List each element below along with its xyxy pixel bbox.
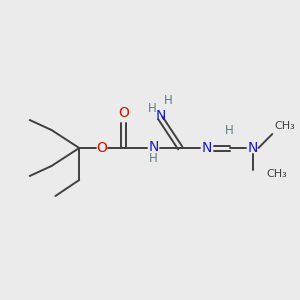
- Text: H: H: [164, 94, 173, 106]
- Text: O: O: [118, 106, 129, 120]
- Text: H: H: [225, 124, 234, 136]
- Text: N: N: [148, 140, 159, 154]
- Text: N: N: [247, 141, 258, 155]
- Text: O: O: [97, 141, 107, 155]
- Text: N: N: [202, 141, 212, 155]
- Text: H: H: [149, 152, 158, 164]
- Text: CH₃: CH₃: [266, 169, 287, 179]
- Text: CH₃: CH₃: [274, 121, 295, 131]
- Text: H: H: [148, 101, 157, 115]
- Text: N: N: [155, 109, 166, 123]
